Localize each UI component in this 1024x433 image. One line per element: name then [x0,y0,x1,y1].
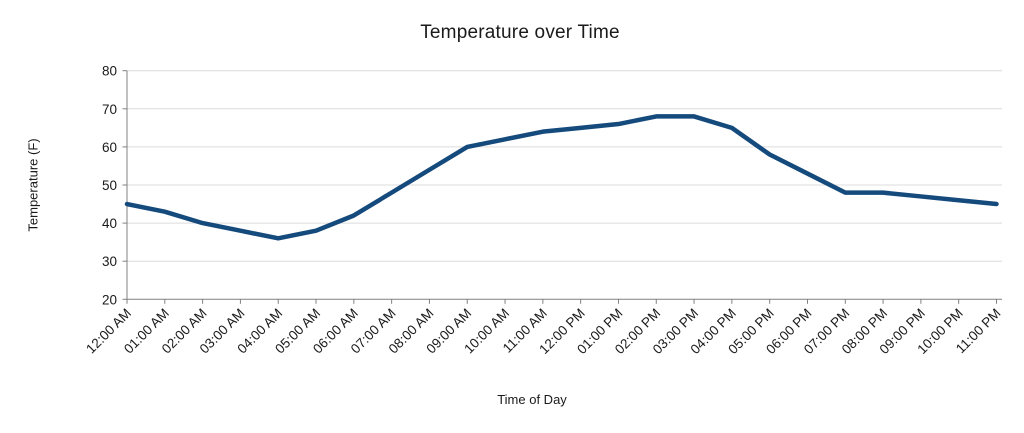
y-tick-label: 70 [102,102,117,117]
y-tick-label: 30 [102,254,117,269]
temperature-series-line [124,114,999,241]
y-tick-label: 50 [102,178,117,193]
y-tick-label: 80 [102,64,117,79]
y-tick-label: 20 [102,292,117,307]
y-tick-label: 60 [102,140,117,155]
chart-title: Temperature over Time [420,22,620,43]
y-tick-label: 40 [102,216,117,231]
x-axis-title: Time of Day [497,392,567,407]
